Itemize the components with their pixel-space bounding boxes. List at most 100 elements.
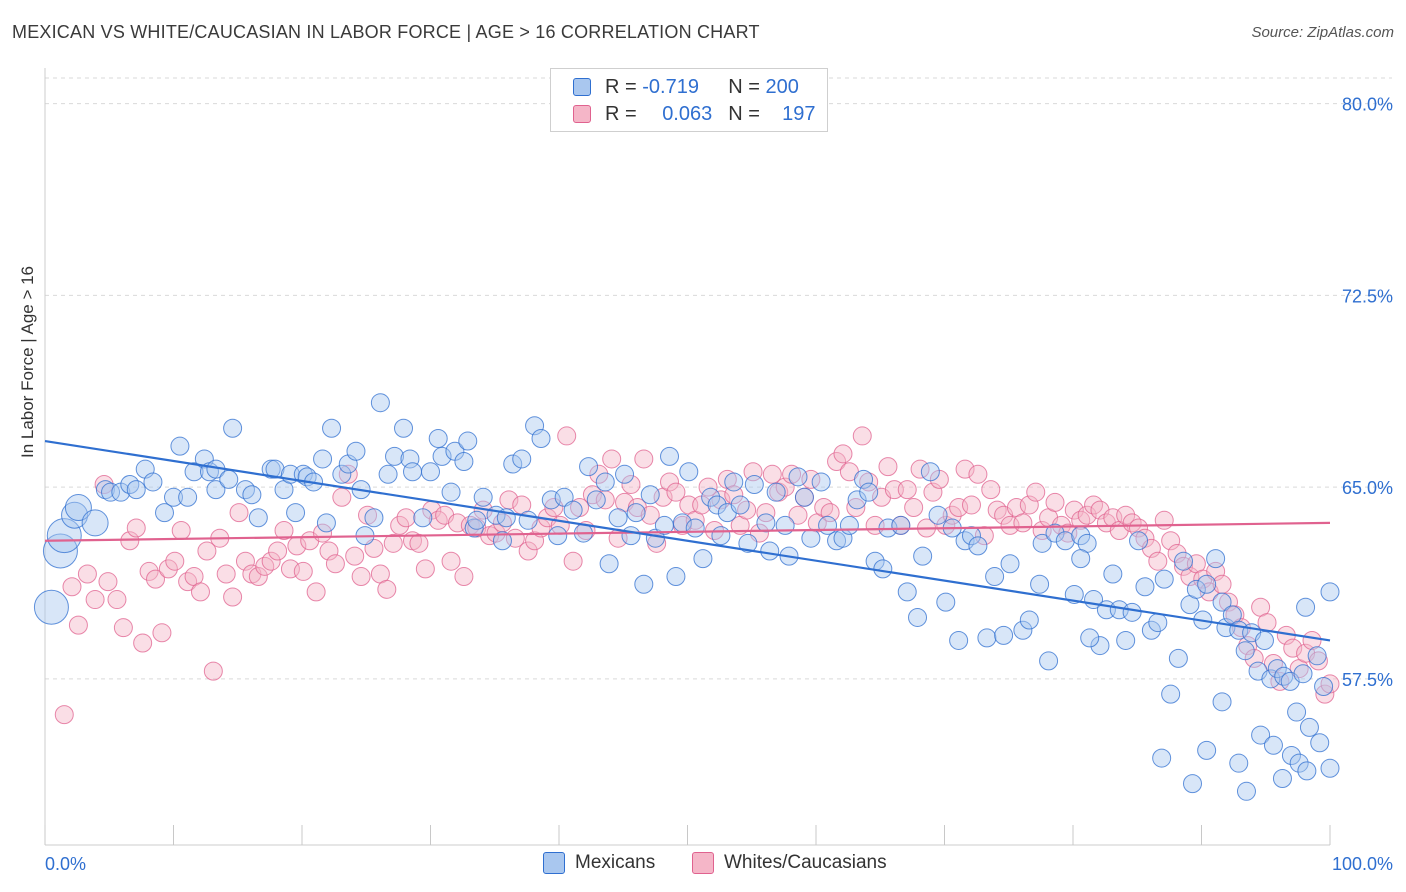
data-point <box>98 572 118 592</box>
data-point <box>775 477 795 497</box>
data-point <box>332 464 352 484</box>
data-point <box>492 531 512 551</box>
y-tick-label: 72.5% <box>1342 286 1393 306</box>
data-point <box>737 500 757 520</box>
data-point <box>1174 551 1194 571</box>
data-point <box>206 480 226 500</box>
data-point <box>415 559 435 579</box>
data-point <box>1320 758 1340 778</box>
data-point <box>660 446 680 466</box>
data-point <box>1229 753 1249 773</box>
data-point <box>184 462 204 482</box>
data-point <box>873 559 893 579</box>
data-point <box>730 495 750 515</box>
data-point <box>1152 748 1172 768</box>
data-point <box>113 618 133 638</box>
data-point <box>955 531 975 551</box>
series-legend: Mexicans Whites/Caucasians <box>0 852 1406 878</box>
data-point <box>512 449 532 469</box>
series-mexicans-points <box>33 393 1340 801</box>
data-point <box>968 464 988 484</box>
data-point <box>178 572 198 592</box>
data-point <box>1263 653 1283 673</box>
data-point <box>385 446 405 466</box>
data-point <box>235 480 255 500</box>
data-point <box>62 577 82 597</box>
data-point <box>261 551 281 571</box>
data-point <box>286 503 306 523</box>
data-point <box>968 536 988 556</box>
data-point <box>788 467 808 487</box>
data-point <box>762 464 782 484</box>
data-point <box>61 501 89 529</box>
data-point <box>1183 774 1203 794</box>
data-point <box>170 436 190 456</box>
data-point <box>378 464 398 484</box>
data-point <box>634 574 654 594</box>
data-point <box>666 482 686 502</box>
data-point <box>852 426 872 446</box>
data-point <box>1254 630 1274 650</box>
data-point <box>1103 564 1123 584</box>
y-tick-label: 65.0% <box>1342 478 1393 498</box>
data-point <box>464 518 484 538</box>
data-point <box>1287 702 1307 722</box>
data-point <box>503 454 523 474</box>
data-point <box>1013 620 1033 640</box>
series-whites-points <box>54 426 1340 725</box>
data-point <box>1148 551 1168 571</box>
legend-row-mexicans: R = -0.719 N = 200 <box>573 75 799 99</box>
data-point <box>1045 492 1065 512</box>
data-point <box>794 487 814 507</box>
data-point <box>621 475 641 495</box>
data-point <box>599 554 619 574</box>
data-point <box>878 457 898 477</box>
data-point <box>707 495 727 515</box>
data-point <box>370 393 390 413</box>
data-point <box>685 518 705 538</box>
data-point <box>1090 636 1110 656</box>
data-point <box>589 464 609 484</box>
data-point <box>961 495 981 515</box>
data-point <box>1197 740 1217 760</box>
data-point <box>1013 513 1033 533</box>
data-point <box>827 452 847 471</box>
data-point <box>268 541 288 561</box>
data-point <box>820 503 840 523</box>
data-point <box>1307 646 1327 666</box>
data-point <box>908 607 928 627</box>
data-point <box>133 633 153 653</box>
data-point <box>1197 574 1217 594</box>
data-point <box>33 589 69 625</box>
data-point <box>441 482 461 502</box>
data-point <box>1154 510 1174 530</box>
data-point <box>265 459 285 479</box>
data-point <box>319 541 339 561</box>
data-point <box>920 462 940 482</box>
data-point <box>139 561 159 581</box>
data-point <box>1299 717 1319 737</box>
y-tick-label: 80.0% <box>1342 95 1393 115</box>
data-point <box>977 628 997 648</box>
data-point <box>811 472 831 492</box>
data-point <box>1071 549 1091 569</box>
data-point <box>987 500 1007 520</box>
data-point <box>1077 505 1097 525</box>
chart-source: Source: ZipAtlas.com <box>1251 24 1394 41</box>
data-point <box>518 541 538 561</box>
data-point <box>1122 513 1142 533</box>
legend-item-mexicans[interactable]: Mexicans <box>543 852 655 874</box>
data-point <box>1045 523 1065 543</box>
data-point <box>351 567 371 587</box>
data-point <box>1032 533 1052 553</box>
data-point <box>1129 531 1149 551</box>
data-point <box>1135 577 1155 597</box>
legend-item-whites[interactable]: Whites/Caucasians <box>692 852 887 874</box>
data-point <box>101 482 121 502</box>
data-point <box>454 452 474 471</box>
data-point <box>634 449 654 469</box>
data-point <box>81 509 109 537</box>
legend-n-label: N = <box>728 102 760 125</box>
data-point <box>814 498 834 518</box>
data-point <box>981 480 1001 500</box>
